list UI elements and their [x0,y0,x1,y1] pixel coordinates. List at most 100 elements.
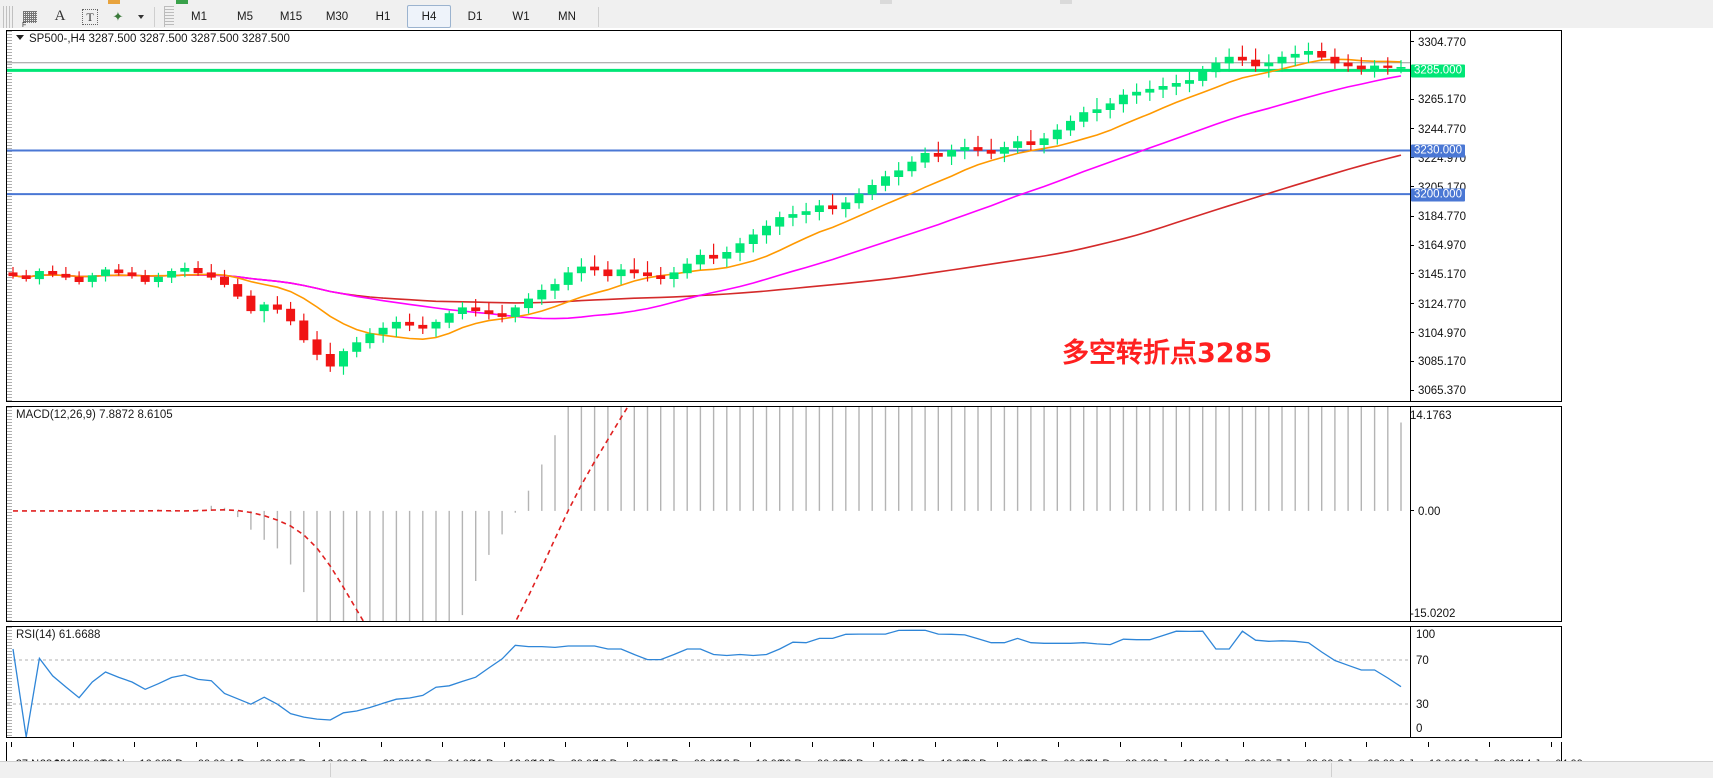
time-axis-tick [873,742,875,747]
price-pane-label-text: SP500-,H4 3287.500 3287.500 3287.500 328… [29,33,290,45]
chevron-down-icon [137,14,144,19]
time-axis-tick [935,742,936,747]
timeframe-group: M1 M5 M15 M30 H1 H4 D1 W1 MN [176,5,590,28]
price-y-tick: 3124.770 [1410,299,1466,311]
rsi-y-tick: 100 [1416,629,1436,641]
price-pane-grip[interactable] [7,31,12,401]
crosshair-icon[interactable]: F [16,5,44,29]
toolbar-separator [154,6,155,27]
macd-plot[interactable] [7,407,1561,621]
macd-pane-grip[interactable] [7,407,12,621]
rsi-y-tick: 30 [1416,699,1429,711]
time-axis-tick [750,742,752,747]
rsi-pane-grip[interactable] [7,627,12,737]
macd-y-tick: -15.0202 [1410,608,1456,620]
price-tag-3230[interactable]: 3230.000 [1411,144,1465,158]
time-axis-tick [319,742,320,747]
timeframe-mn[interactable]: MN [558,10,576,23]
time-axis-tick [1489,742,1491,747]
timeframe-m1[interactable]: M1 [191,10,207,23]
time-axis-tick [1058,742,1060,747]
price-y-tick: 3085.170 [1410,356,1466,368]
chart-annotation-text: 多空转折点3285 [1062,338,1273,369]
price-y-tick: 3104.970 [1410,328,1466,340]
macd-y-axis[interactable]: 14.1763 0.00 -15.0202 [1410,407,1561,621]
time-axis-tick [1304,742,1306,747]
price-chart-svg [7,42,1411,375]
rsi-pane-label: RSI(14) 61.6688 [16,629,101,641]
price-y-tick: 3164.970 [1410,240,1466,252]
collapse-triangle-icon[interactable] [16,35,24,41]
toolbar-grip-1[interactable] [3,5,13,28]
timeframe-w1[interactable]: W1 [512,10,530,23]
text-box-glyph: T [82,8,98,25]
text-label-icon[interactable]: A [46,5,74,29]
price-y-tick: 3184.770 [1410,211,1466,223]
time-axis-tick [72,742,74,747]
chart-area: 多空转折点3285 SP500-,H4 3287.500 3287.500 32… [0,28,1713,778]
status-cell-1 [0,763,331,777]
toolbar-separator-2 [598,6,599,27]
timeframe-d1[interactable]: D1 [467,10,483,23]
time-axis-tick [11,742,12,747]
toolbar-grip-2[interactable] [164,6,174,27]
chart-toolbar: F A T ✦ M1 M5 M15 M30 H1 H4 D1 W1 MN [0,5,1713,29]
price-y-tick: 3145.170 [1410,269,1466,281]
price-y-tick: 3244.770 [1410,124,1466,136]
time-axis-tick [1243,742,1244,747]
rsi-y-axis[interactable]: 100 70 30 0 [1410,627,1561,737]
macd-chart-svg [12,407,1402,621]
time-axis-tick [811,742,813,747]
objects-icon[interactable]: ✦ [106,5,130,29]
timeframe-h1[interactable]: H1 [375,10,391,23]
time-axis-tick [688,742,690,747]
objects-dropdown-icon[interactable] [132,5,148,29]
price-pane[interactable]: 多空转折点3285 SP500-,H4 3287.500 3287.500 32… [6,30,1562,402]
rsi-plot[interactable] [7,627,1561,737]
time-axis-tick [1181,742,1183,747]
timeframe-m30[interactable]: M30 [325,10,349,23]
macd-pane[interactable]: MACD(12,26,9) 7.8872 8.6105 14.1763 0.00 -… [6,406,1562,622]
rsi-y-tick: 70 [1416,655,1429,667]
text-box-icon[interactable]: T [76,5,104,29]
timeframe-h4[interactable]: H4 [407,5,451,28]
time-axis-tick [565,742,567,747]
time-axis-tick [1427,742,1429,747]
crosshair-icon-label: F [22,21,27,29]
rsi-y-tick: 0 [1416,723,1423,735]
price-y-axis[interactable]: 3304.770 3265.170 3244.770 3224.970 3205.170… [1410,31,1561,401]
strip-nub-2 [176,0,188,4]
strip-nub-1 [108,0,120,4]
macd-y-axis-spine [1410,407,1411,621]
time-axis-tick [1366,742,1368,747]
time-axis-tick [996,742,998,747]
price-y-tick: 3265.170 [1410,94,1466,106]
macd-y-tick: 14.1763 [1410,410,1452,422]
time-axis-tick [257,742,259,747]
rsi-y-axis-spine [1410,627,1411,737]
price-plot[interactable]: 多空转折点3285 [7,31,1561,401]
status-cell-2 [331,763,1332,777]
timeframe-m15[interactable]: M15 [279,10,303,23]
rsi-pane[interactable]: RSI(14) 61.6688 100 70 30 0 [6,626,1562,738]
price-y-tick: 3304.770 [1410,37,1466,49]
status-bar [0,761,1713,778]
price-tag-3285[interactable]: 3285.000 [1411,64,1465,78]
rsi-chart-svg [7,629,1411,737]
price-y-tick: 3065.370 [1410,385,1466,397]
macd-pane-label: MACD(12,26,9) 7.8872 8.6105 [16,409,173,421]
strip-nub-4 [1060,0,1072,4]
time-axis-tick [503,742,505,747]
time-axis-tick [442,742,444,747]
time-axis-tick [1119,742,1121,747]
macd-y-tick: 0.00 [1410,506,1440,518]
objects-glyph: ✦ [112,8,124,24]
time-axis-tick [1551,742,1552,747]
text-label-glyph: A [54,8,66,24]
time-axis-tick [134,742,136,747]
time-axis-tick [195,742,197,747]
timeframe-m5[interactable]: M5 [237,10,253,23]
time-axis-tick [380,742,382,747]
price-tag-3200[interactable]: 3200.000 [1411,188,1465,202]
